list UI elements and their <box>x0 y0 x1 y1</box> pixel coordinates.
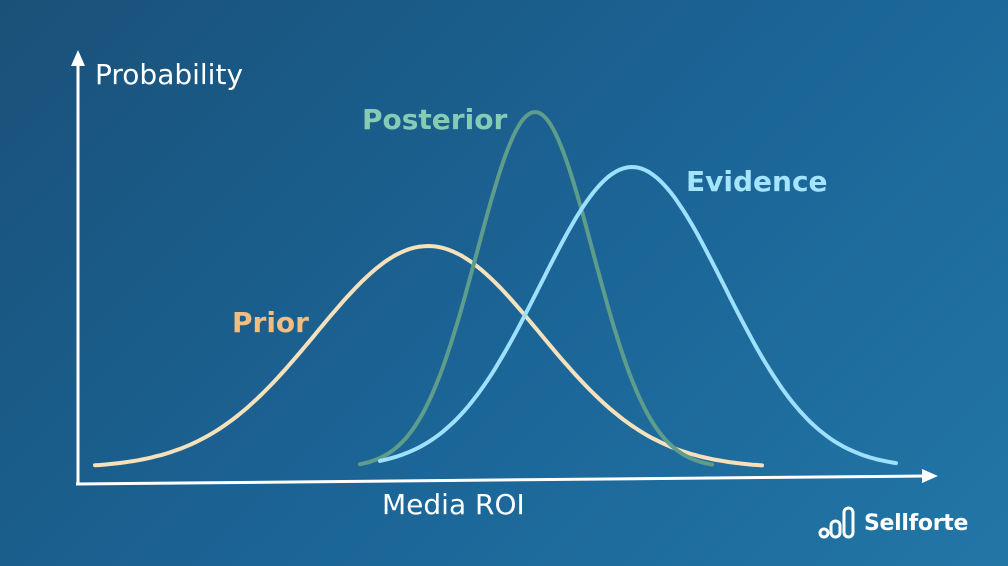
y-axis-label: Probability <box>95 58 243 91</box>
posterior-curve <box>358 110 714 467</box>
brand-name: Sellforte <box>864 510 969 536</box>
sellforte-logo-icon <box>818 506 855 539</box>
x-axis-arrow-icon <box>922 469 938 483</box>
x-axis-label: Media ROI <box>382 488 525 521</box>
x-axis <box>75 474 927 486</box>
prior-label: Prior <box>232 306 309 339</box>
y-axis-arrow-icon <box>71 50 85 66</box>
prior-curve <box>93 243 764 468</box>
evidence-curve <box>378 164 898 466</box>
evidence-label: Evidence <box>686 165 828 198</box>
sellforte-logo: Sellforte <box>818 503 968 543</box>
posterior-label: Posterior <box>362 103 507 136</box>
